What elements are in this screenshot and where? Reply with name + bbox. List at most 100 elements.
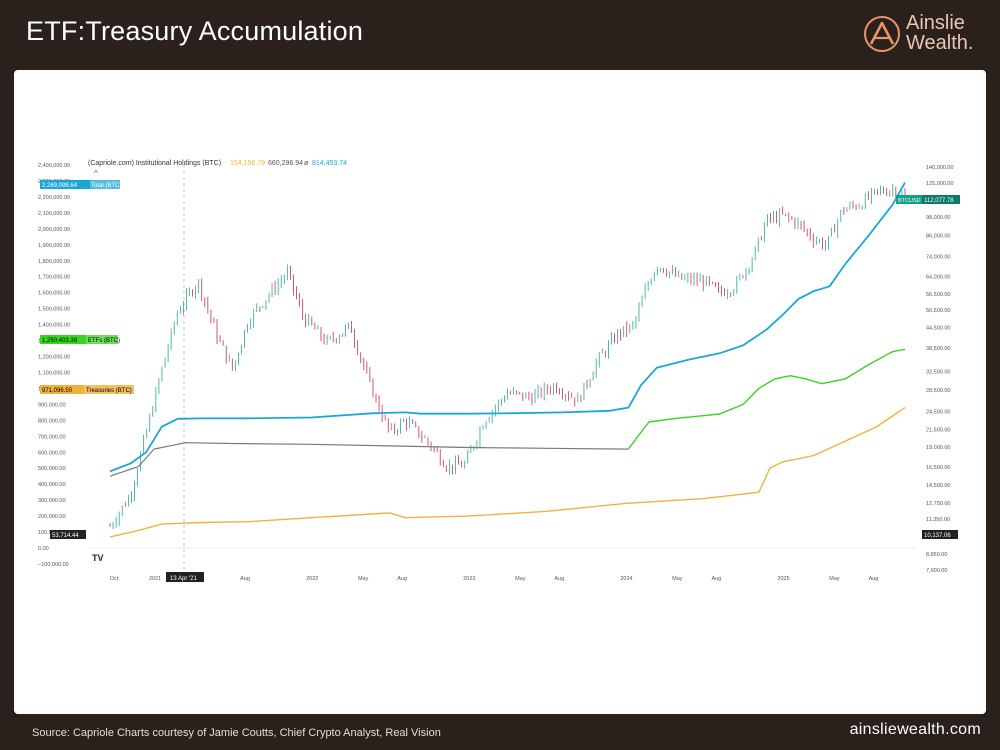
- x-tick-label: Aug: [240, 576, 250, 582]
- left-tick-label: 600,000.00: [38, 450, 66, 456]
- legend-marker: ø: [304, 160, 309, 167]
- x-tick-label: 2022: [306, 576, 318, 582]
- collapse-caret-icon[interactable]: ^: [94, 169, 98, 178]
- left-tick-label: 400,000.00: [38, 482, 66, 488]
- legend-treasuries: 154,156.79: [230, 160, 265, 167]
- right-tick-label: 98,000.00: [926, 215, 950, 221]
- left-axis: 2,400,000.002,300,000.002,200,000.002,10…: [38, 163, 70, 568]
- left-tick-label: 1,600,000.00: [38, 291, 70, 297]
- x-tick-label: Aug: [869, 576, 879, 582]
- left-tick-label: 800,000.00: [38, 418, 66, 424]
- right-tick-label: 7,900.00: [926, 568, 947, 574]
- left-tick-label: 1,800,000.00: [38, 259, 70, 265]
- brand-name: Ainslie: [906, 12, 965, 34]
- svg-text:2,269,098.64: 2,269,098.64: [42, 183, 78, 189]
- left-tick-label: 700,000.00: [38, 434, 66, 440]
- chart-svg: 2,400,000.002,300,000.002,200,000.002,10…: [38, 160, 960, 582]
- x-tick-label: Oct: [110, 576, 119, 582]
- x-tick-label: 2025: [777, 576, 789, 582]
- x-tick-label: 2021: [149, 576, 161, 582]
- right-axis: 140,000.00125,000.00110,000.0098,000.008…: [926, 165, 954, 574]
- svg-text:Treasuries (BTC): Treasuries (BTC): [86, 388, 132, 394]
- left-tick-label: 300,000.00: [38, 498, 66, 504]
- right-tick-label: 74,000.00: [926, 254, 950, 260]
- left-tick-label: 1,500,000.00: [38, 307, 70, 313]
- right-tick-label: 19,000.00: [926, 445, 950, 451]
- left-tick-label: 1,400,000.00: [38, 323, 70, 329]
- label-treasuries: 971,096.50 Treasuries (BTC): [40, 385, 134, 394]
- right-tick-label: 12,750.00: [926, 501, 950, 507]
- right-tick-label: 16,500.00: [926, 465, 950, 471]
- svg-text:971,096.50: 971,096.50: [42, 388, 73, 394]
- tradingview-logo-icon: TV: [92, 553, 104, 563]
- ainslie-logo-icon: [864, 16, 900, 52]
- left-tick-label: 1,700,000.00: [38, 275, 70, 281]
- left-tick-label: 200,000.00: [38, 514, 66, 520]
- x-tick-label: Aug: [554, 576, 564, 582]
- series-group: [88, 182, 916, 549]
- x-tick-label: Aug: [711, 576, 721, 582]
- right-tick-label: 32,500.00: [926, 370, 950, 376]
- left-tick-label: 2,000,000.00: [38, 227, 70, 233]
- chart-panel: 2,400,000.002,300,000.002,200,000.002,10…: [14, 70, 986, 714]
- series-line-treasuries: [109, 407, 906, 538]
- left-tick-label: 2,100,000.00: [38, 211, 70, 217]
- label-etfs: 1,250,403.38 ETFs (BTC): [40, 335, 120, 344]
- svg-text:Total (BTC): Total (BTC): [91, 183, 121, 189]
- svg-text:53,714.44: 53,714.44: [52, 533, 79, 539]
- left-tick-label: 500,000.00: [38, 466, 66, 472]
- source-caption: Source: Capriole Charts courtesy of Jami…: [32, 727, 441, 739]
- right-tick-label: 8,850.00: [926, 552, 947, 558]
- chart-title: (Capriole.com) Institutional Holdings (B…: [88, 160, 221, 167]
- label-btc-price: BTCUSD 112,077.78: [896, 195, 960, 204]
- x-tick-label: May: [829, 576, 840, 582]
- page-title: ETF:Treasury Accumulation: [26, 16, 364, 46]
- right-tick-label: 64,000.00: [926, 275, 950, 281]
- svg-text:1,250,403.38: 1,250,403.38: [42, 338, 78, 344]
- svg-text:10,137.06: 10,137.06: [924, 533, 951, 539]
- label-total: 2,269,098.64 Total (BTC): [40, 180, 121, 189]
- right-tick-label: 86,000.00: [926, 233, 950, 239]
- x-tick-label: 2024: [620, 576, 632, 582]
- left-tick-label: 900,000.00: [38, 402, 66, 408]
- series-line-total: [109, 182, 906, 473]
- svg-text:13 Apr '21: 13 Apr '21: [170, 576, 197, 582]
- left-tick-label: 2,400,000.00: [38, 163, 70, 169]
- x-crosshair-label: 13 Apr '21: [166, 572, 204, 582]
- right-tick-label: 38,500.00: [926, 346, 950, 352]
- brand-name-2: Wealth.: [906, 32, 974, 54]
- x-tick-label: May: [358, 576, 369, 582]
- svg-text:ETFs (BTC): ETFs (BTC): [88, 338, 120, 344]
- x-tick-label: Aug: [397, 576, 407, 582]
- right-tick-label: 21,500.00: [926, 428, 950, 434]
- right-tick-label: 50,500.00: [926, 308, 950, 314]
- x-tick-label: May: [672, 576, 683, 582]
- right-tick-label: 14,500.00: [926, 483, 950, 489]
- left-tick-label: 1,900,000.00: [38, 243, 70, 249]
- x-tick-label: May: [515, 576, 526, 582]
- series-line-etfs: [627, 348, 906, 450]
- right-tick-label: 28,500.00: [926, 388, 950, 394]
- right-tick-label: 11,350.00: [926, 517, 950, 523]
- x-tick-label: 2023: [463, 576, 475, 582]
- brand-logo: Ainslie Wealth.: [862, 12, 982, 56]
- label-right-bottom: 10,137.06: [922, 530, 958, 539]
- right-tick-label: 125,000.00: [926, 181, 954, 187]
- legend-total: 814,453.74: [312, 160, 347, 167]
- svg-text:112,077.78: 112,077.78: [924, 198, 954, 204]
- series-line-gray: [109, 442, 629, 477]
- x-axis: Oct 2021 Aug 2022 May Aug 2023 May Aug 2024 May Aug…: [110, 576, 879, 582]
- right-tick-label: 140,000.00: [926, 165, 954, 171]
- left-tick-label: 1,200,000.00: [38, 355, 70, 361]
- left-tick-label: 2,200,000.00: [38, 195, 70, 201]
- left-tick-label: 1,100,000.00: [38, 370, 70, 376]
- label-left-bottom: 53,714.44: [50, 530, 86, 539]
- right-tick-label: 24,500.00: [926, 409, 950, 415]
- right-tick-label: 44,500.00: [926, 326, 950, 332]
- left-tick-label: −100,000.00: [38, 562, 69, 568]
- legend-etfs: 660,296.94: [268, 160, 303, 167]
- website-url[interactable]: ainsliewealth.com: [849, 721, 981, 738]
- left-tick-label: 0.00: [38, 546, 49, 552]
- svg-text:BTCUSD: BTCUSD: [898, 198, 921, 204]
- right-tick-label: 56,500.00: [926, 292, 950, 298]
